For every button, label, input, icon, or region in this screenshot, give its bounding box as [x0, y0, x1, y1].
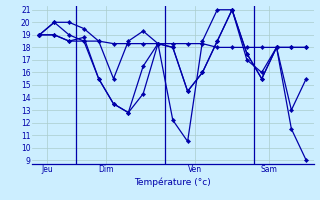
X-axis label: Température (°c): Température (°c)	[134, 177, 211, 187]
